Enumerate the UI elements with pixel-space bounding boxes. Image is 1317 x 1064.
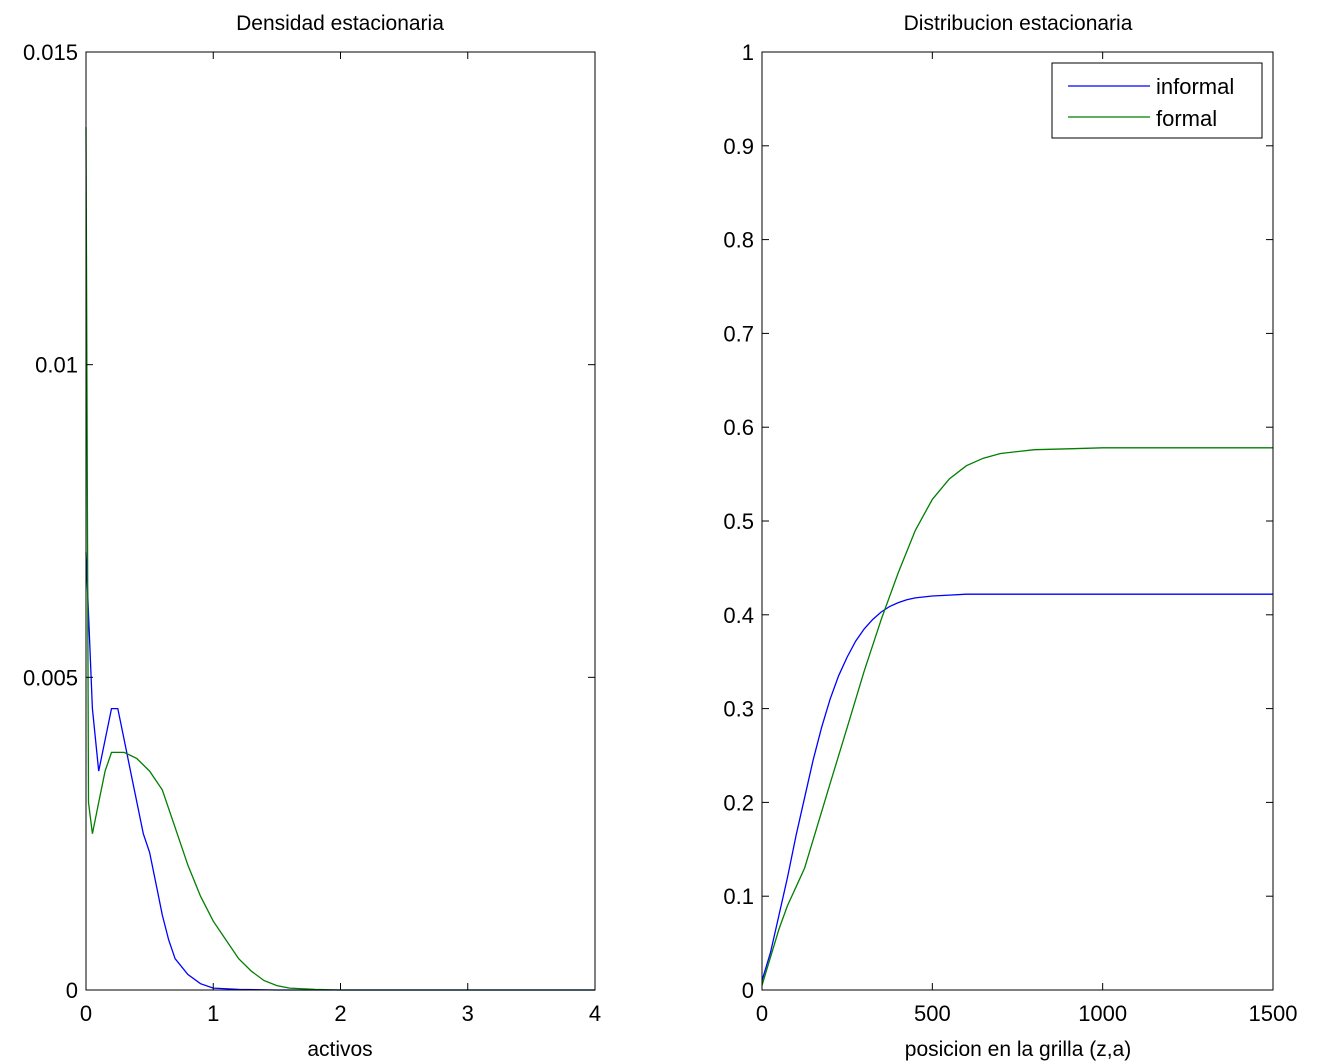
y-tick-label: 0.9 bbox=[723, 134, 754, 159]
x-axis-label: activos bbox=[307, 1038, 372, 1061]
x-tick-label: 500 bbox=[914, 1001, 951, 1026]
legend: informal formal bbox=[1051, 62, 1263, 139]
x-tick-label: 1 bbox=[207, 1001, 219, 1026]
legend-label-informal: informal bbox=[1156, 74, 1234, 99]
y-tick-label: 0.1 bbox=[723, 884, 754, 909]
y-tick-label: 0.01 bbox=[35, 353, 78, 378]
y-tick-label: 0.5 bbox=[723, 509, 754, 534]
chart-title: Densidad estacionaria bbox=[236, 12, 444, 35]
x-tick-label: 4 bbox=[589, 1001, 601, 1026]
series-line-0 bbox=[85, 552, 595, 991]
x-tick-label: 0 bbox=[80, 1001, 92, 1026]
y-tick-label: 0.015 bbox=[23, 40, 78, 65]
x-tick-label: 0 bbox=[756, 1001, 768, 1026]
distribution-chart: Distribucion estacionaria 0 500 1000 1500 0… bbox=[723, 12, 1297, 1061]
x-axis-ticks: 0 1 2 3 4 bbox=[80, 52, 601, 1026]
y-tick-label: 0.7 bbox=[723, 321, 754, 346]
y-tick-label: 0 bbox=[66, 978, 78, 1003]
x-tick-label: 1500 bbox=[1249, 1001, 1298, 1026]
series-group bbox=[761, 447, 1273, 986]
x-axis-label: posicion en la grilla (z,a) bbox=[905, 1038, 1131, 1061]
y-tick-label: 0.005 bbox=[23, 665, 78, 690]
x-tick-label: 1000 bbox=[1078, 1001, 1127, 1026]
legend-label-formal: formal bbox=[1156, 106, 1217, 131]
y-tick-label: 0.2 bbox=[723, 790, 754, 815]
chart-title: Distribucion estacionaria bbox=[904, 12, 1133, 35]
series-group bbox=[85, 126, 595, 991]
x-tick-label: 3 bbox=[462, 1001, 474, 1026]
y-tick-label: 1 bbox=[742, 40, 754, 65]
y-tick-label: 0.3 bbox=[723, 697, 754, 722]
y-tick-label: 0.6 bbox=[723, 415, 754, 440]
x-axis-ticks: 0 500 1000 1500 bbox=[756, 52, 1298, 1026]
y-axis-ticks: 0 0.1 0.2 0.3 0.4 0.5 0.6 0.7 0.8 0.9 1 bbox=[723, 40, 1273, 1003]
y-axis-ticks: 0 0.005 0.01 0.015 bbox=[23, 40, 595, 1003]
x-tick-label: 2 bbox=[334, 1001, 346, 1026]
y-tick-label: 0 bbox=[742, 978, 754, 1003]
series-line-informal bbox=[761, 593, 1273, 981]
series-line-formal bbox=[761, 447, 1273, 986]
y-tick-label: 0.8 bbox=[723, 228, 754, 253]
legend-box bbox=[1051, 62, 1263, 139]
series-line-1 bbox=[85, 126, 595, 991]
density-chart: Densidad estacionaria 0 1 2 3 4 0 0.005 0.01 0.… bbox=[23, 12, 601, 1061]
y-tick-label: 0.4 bbox=[723, 603, 754, 628]
